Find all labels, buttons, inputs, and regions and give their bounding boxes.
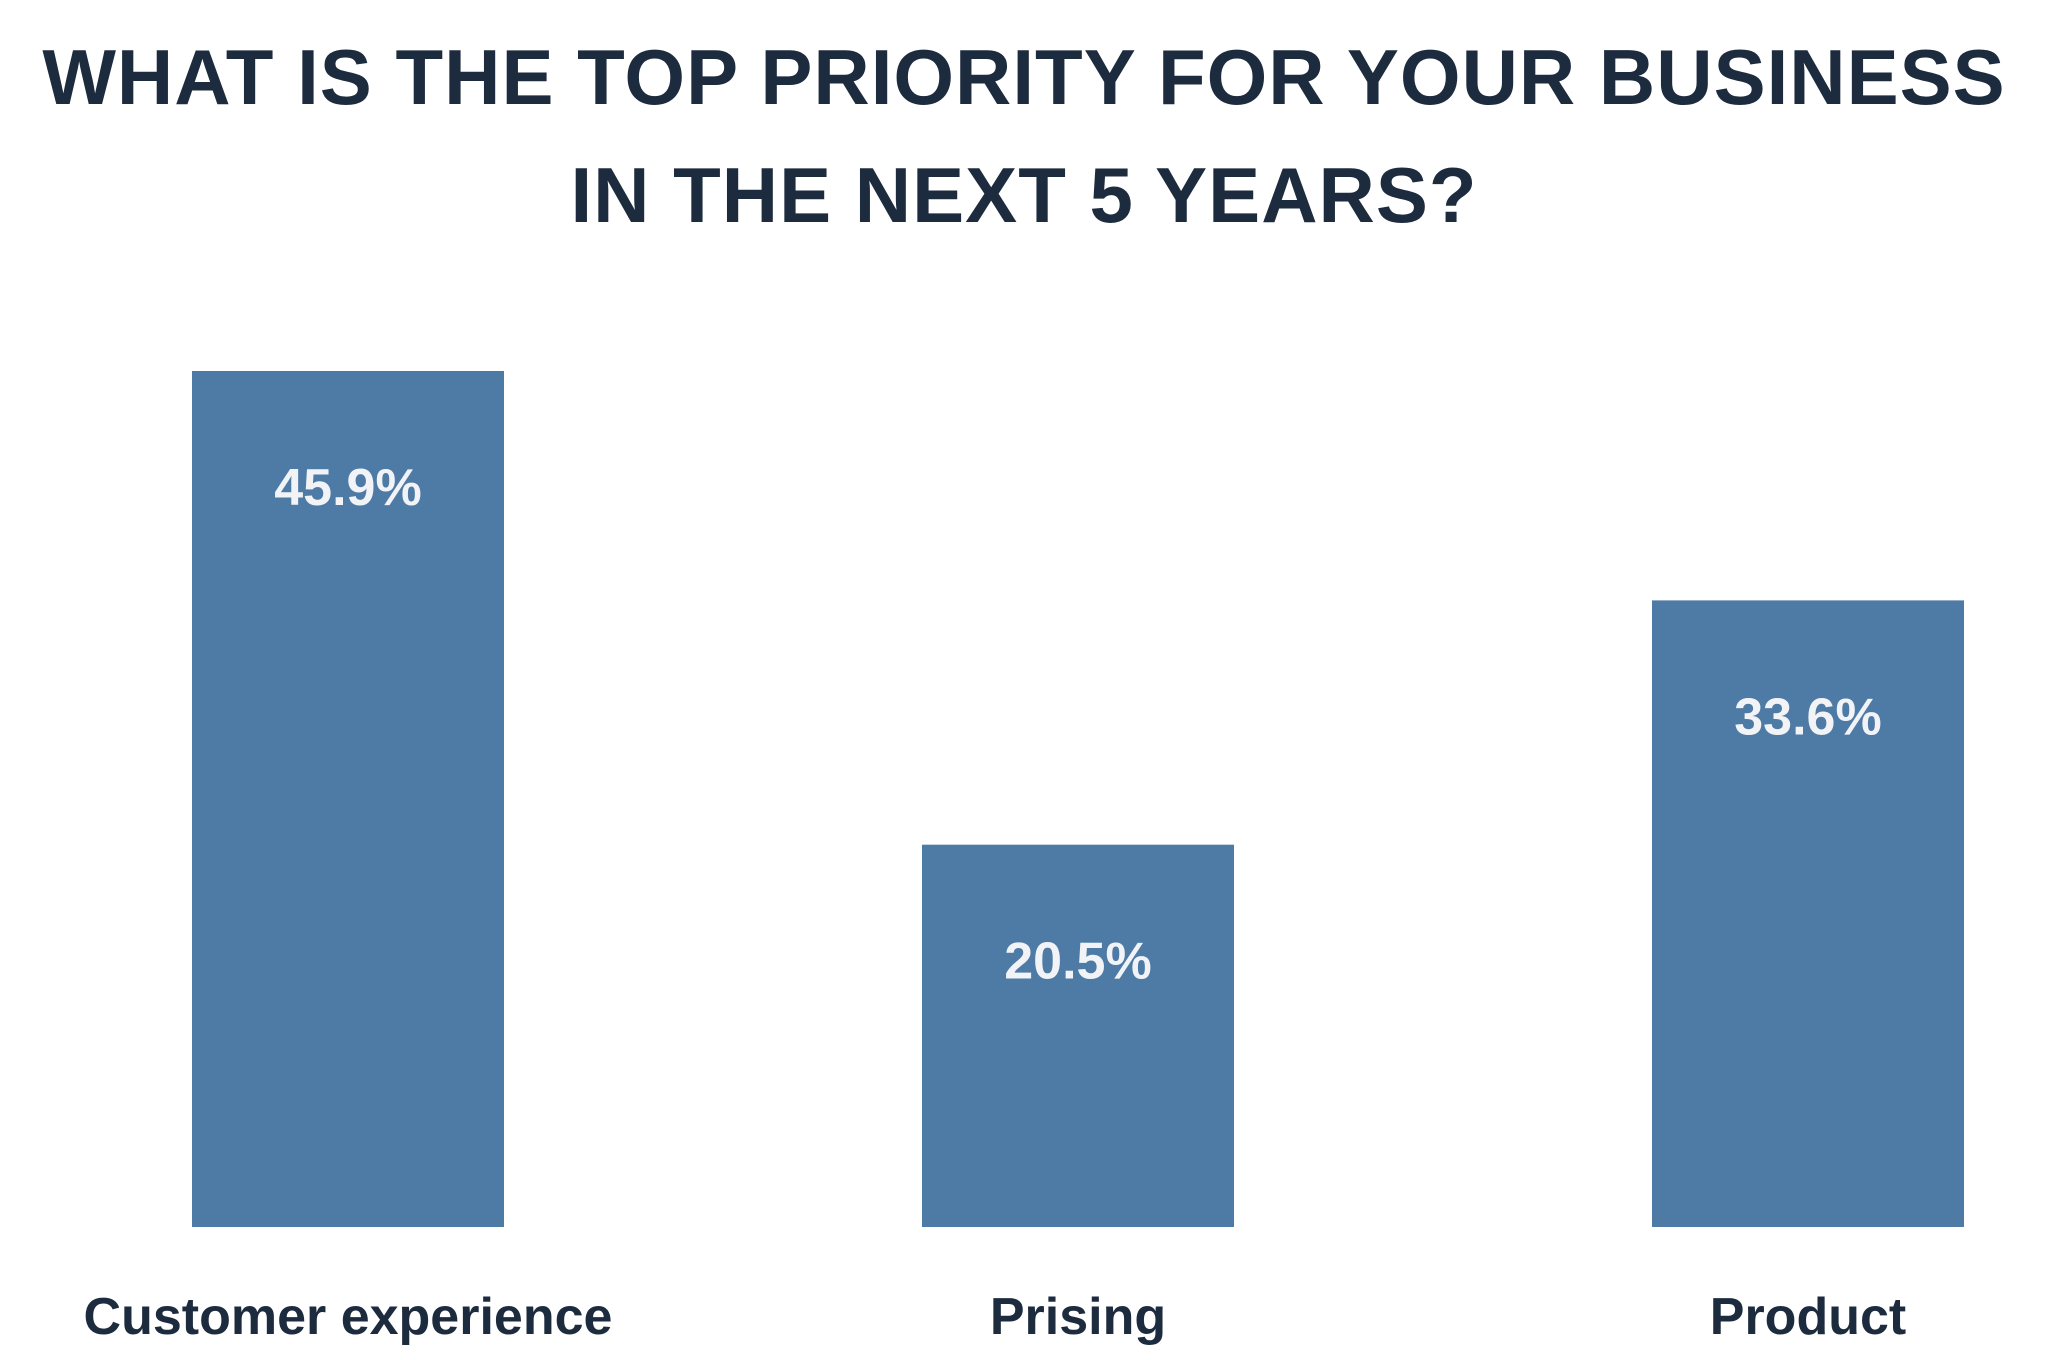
bar-value-label-2: 33.6% — [1734, 688, 1881, 746]
category-label-0: Customer experience — [84, 1288, 613, 1346]
bar-2 — [1652, 600, 1964, 1227]
bar-1 — [922, 844, 1234, 1227]
bar-0 — [192, 371, 504, 1227]
chart-title: WHAT IS THE TOP PRIORITY FOR YOUR BUSINE… — [0, 18, 2048, 254]
bar-value-label-0: 45.9% — [274, 459, 421, 517]
category-label-1: Prising — [990, 1288, 1166, 1346]
category-label-2: Product — [1710, 1288, 1906, 1346]
chart-title-line-2: IN THE NEXT 5 YEARS? — [570, 151, 1478, 239]
chart-title-line-1: WHAT IS THE TOP PRIORITY FOR YOUR BUSINE… — [42, 33, 2006, 121]
bar-value-label-1: 20.5% — [1004, 933, 1151, 991]
